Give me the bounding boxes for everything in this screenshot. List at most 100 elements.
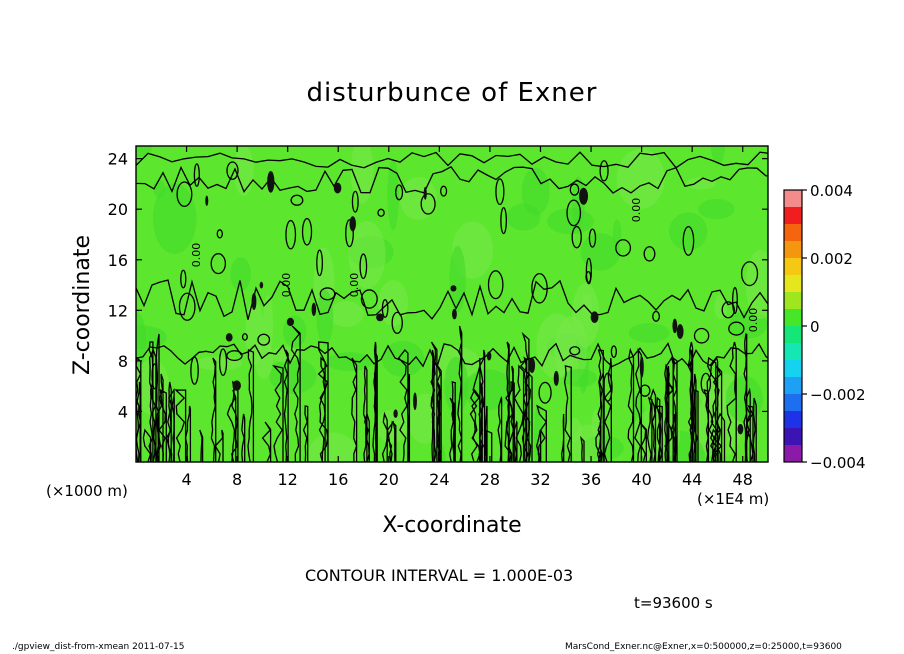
field-patch (669, 212, 708, 251)
y-tick-label: 8 (118, 352, 128, 371)
contour-loop (740, 261, 759, 287)
contour-line (580, 436, 585, 462)
y-tick-label: 12 (108, 301, 128, 320)
x-tick-label: 16 (328, 470, 348, 489)
contour-line (484, 405, 488, 462)
contour-dense (639, 356, 644, 378)
plot-frame (135, 145, 769, 463)
contour-line (745, 405, 754, 462)
contour-line (716, 412, 726, 462)
contour-value-label: 0.00 (630, 198, 643, 223)
field-patch (745, 249, 768, 320)
contour-interval-label: CONTOUR INTERVAL = 1.000E-03 (305, 566, 574, 585)
contour-line (158, 388, 167, 462)
contour-dense (452, 308, 457, 320)
field-patch (521, 167, 550, 216)
field-patch (616, 148, 665, 209)
contour-dense (676, 324, 684, 339)
contour-line (596, 371, 605, 462)
field-patch (547, 208, 594, 235)
contour-line (689, 347, 693, 462)
contour-dense (286, 317, 295, 327)
contour-line (634, 347, 642, 462)
field-patch (282, 315, 307, 348)
colorbar-swatch (784, 258, 802, 275)
contour-loop (639, 384, 651, 397)
colorbar-swatch (784, 394, 802, 411)
contour-loop (652, 310, 661, 322)
contour-loop (667, 385, 674, 394)
colorbar-swatch (784, 377, 802, 394)
contour-line (165, 381, 172, 462)
field-patch (449, 245, 466, 313)
contour-line (627, 347, 635, 462)
contour-line (703, 389, 710, 462)
time-label: t=93600 s (634, 594, 713, 612)
x-tick-label: 12 (278, 470, 298, 489)
contour-loop (571, 225, 582, 249)
colorbar-swatch (784, 190, 802, 207)
contour-line (563, 365, 572, 462)
field-patch (444, 356, 469, 414)
contour-dense (259, 281, 264, 289)
x-tick-label: 24 (429, 470, 449, 489)
contour-dense (267, 170, 275, 193)
colorbar-swatch (784, 241, 802, 258)
x-tick-label: 40 (631, 470, 651, 489)
contour-line (513, 364, 525, 462)
colorbar-swatch (784, 292, 802, 309)
colorbar-label: −0.002 (810, 386, 866, 404)
colorbar-swatch (784, 360, 802, 377)
contour-line (302, 405, 309, 462)
contour-dense (590, 311, 599, 323)
contour-loop (377, 208, 385, 217)
x-tick-label: 20 (379, 470, 399, 489)
contour-loop (569, 346, 581, 356)
contour-loop (728, 321, 745, 336)
contour-line (664, 356, 674, 462)
y-axis-label: Z-coordinate (70, 235, 95, 375)
contour-line (638, 421, 647, 462)
contour-line (431, 349, 435, 462)
contour-dense (413, 392, 417, 411)
x-tick-label: 36 (581, 470, 601, 489)
contour-loop (210, 253, 227, 275)
contour-line (520, 331, 530, 462)
contour-loop (359, 253, 368, 280)
contour-loop (190, 356, 199, 385)
field-patch (571, 283, 600, 348)
contour-line (712, 365, 723, 462)
contour-line (373, 349, 378, 462)
contour-loop (700, 372, 712, 395)
contour-loop (615, 239, 632, 257)
contour-loop (531, 273, 548, 304)
contour-line (595, 421, 602, 462)
contour-line (148, 341, 154, 462)
contour-loop (732, 286, 738, 315)
field-patch (152, 183, 197, 254)
contour-loop (420, 193, 436, 215)
contour-line (318, 356, 326, 462)
x-axis: 4 8 12 16 20 24 28 32 36 40 44 48 (181, 146, 753, 489)
x-tick-label: 4 (181, 470, 191, 489)
contour-value-label: 0.00 (280, 273, 293, 298)
contour-dense (333, 182, 342, 194)
x-tick-label: 44 (682, 470, 702, 489)
contour-dense (672, 318, 678, 334)
contour-loop (226, 350, 243, 362)
contour-loop (599, 160, 609, 182)
contour-line (214, 429, 224, 462)
contour-line (386, 420, 396, 462)
contour-line (649, 388, 657, 462)
contour-line (504, 365, 514, 462)
contour-dense (251, 292, 257, 310)
contour-loop (585, 257, 592, 285)
contour-value-label: 0.00 (747, 308, 760, 333)
field-patch (571, 424, 604, 462)
colorbar-swatch (784, 309, 802, 326)
contour-loop (241, 333, 248, 341)
x-tick-label: 8 (232, 470, 242, 489)
contour-line (536, 429, 542, 462)
contour-line (656, 396, 661, 462)
contour-line (664, 363, 668, 462)
